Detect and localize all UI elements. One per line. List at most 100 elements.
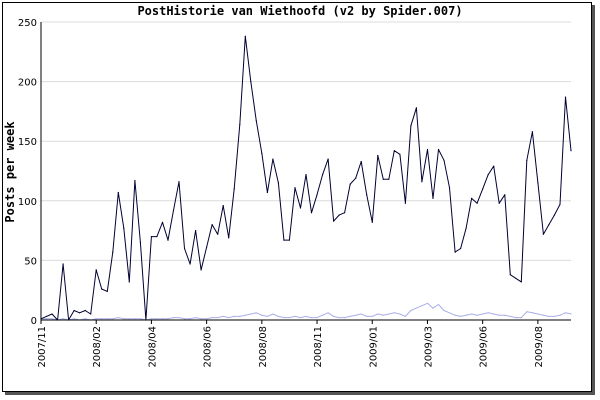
data-point-s0-79 bbox=[476, 202, 478, 204]
data-point-s1-46 bbox=[294, 315, 296, 317]
data-point-s1-42 bbox=[272, 313, 274, 315]
data-point-s0-87 bbox=[520, 281, 522, 283]
data-point-s0-84 bbox=[504, 194, 506, 196]
data-point-s1-58 bbox=[360, 313, 362, 315]
data-point-s0-76 bbox=[460, 247, 462, 250]
data-point-s1-14 bbox=[117, 317, 119, 319]
data-point-s1-2 bbox=[51, 318, 53, 320]
data-point-s1-75 bbox=[454, 314, 456, 316]
data-point-s0-17 bbox=[134, 179, 136, 182]
data-point-s1-71 bbox=[432, 307, 434, 309]
data-point-s1-53 bbox=[333, 315, 335, 317]
data-point-s1-57 bbox=[355, 314, 357, 316]
data-point-s1-21 bbox=[156, 318, 158, 320]
data-point-s1-91 bbox=[542, 314, 545, 316]
data-point-s1-33 bbox=[222, 315, 224, 317]
data-point-s0-43 bbox=[277, 182, 279, 184]
data-point-s1-34 bbox=[228, 317, 230, 319]
data-point-s0-45 bbox=[288, 239, 290, 241]
y-tick-label-0: 0 bbox=[31, 316, 37, 327]
data-point-s1-78 bbox=[471, 313, 473, 315]
data-point-s1-64 bbox=[393, 312, 395, 314]
data-point-s1-83 bbox=[498, 314, 500, 316]
data-point-s0-23 bbox=[167, 239, 169, 241]
series-group bbox=[40, 35, 572, 321]
data-point-s0-18 bbox=[139, 241, 141, 244]
data-point-s0-28 bbox=[195, 230, 197, 232]
data-point-s1-86 bbox=[515, 317, 517, 319]
data-point-s0-95 bbox=[564, 96, 567, 98]
data-point-s0-31 bbox=[211, 224, 213, 226]
data-point-s1-30 bbox=[206, 318, 208, 320]
data-point-s1-32 bbox=[217, 317, 219, 319]
data-point-s1-82 bbox=[493, 313, 495, 315]
data-point-s1-76 bbox=[460, 315, 462, 317]
data-point-s0-35 bbox=[233, 188, 235, 190]
data-point-s1-18 bbox=[139, 318, 141, 320]
data-point-s0-75 bbox=[454, 251, 456, 253]
data-point-s0-21 bbox=[156, 236, 158, 238]
data-point-s0-46 bbox=[294, 187, 296, 189]
data-point-s0-22 bbox=[161, 221, 164, 223]
data-point-s1-11 bbox=[101, 318, 103, 320]
data-point-s0-26 bbox=[183, 247, 186, 250]
data-point-s0-48 bbox=[305, 174, 307, 176]
data-point-s0-50 bbox=[316, 194, 318, 196]
data-point-s0-94 bbox=[559, 203, 561, 205]
x-tick-label-0: 2007/11 bbox=[37, 326, 48, 368]
data-point-s1-49 bbox=[310, 317, 313, 319]
data-point-s0-29 bbox=[200, 269, 202, 271]
x-tick-label-4: 2008/08 bbox=[258, 326, 269, 368]
data-point-s1-31 bbox=[211, 317, 213, 319]
data-point-s0-1 bbox=[45, 315, 48, 317]
data-point-s1-27 bbox=[189, 318, 191, 320]
x-tick-label-6: 2009/01 bbox=[368, 326, 379, 368]
data-point-s0-63 bbox=[388, 178, 390, 180]
data-point-s0-10 bbox=[95, 269, 97, 271]
data-point-s1-90 bbox=[537, 313, 539, 315]
y-tick-label-100: 100 bbox=[18, 197, 37, 208]
data-point-s1-92 bbox=[548, 315, 550, 317]
data-point-s0-73 bbox=[443, 159, 445, 161]
data-point-s1-81 bbox=[487, 312, 489, 314]
data-point-s0-32 bbox=[217, 233, 219, 235]
data-point-s0-89 bbox=[531, 131, 534, 133]
data-point-s1-63 bbox=[388, 313, 390, 315]
data-point-s0-85 bbox=[509, 274, 511, 276]
data-point-s0-69 bbox=[421, 181, 423, 183]
data-point-s0-71 bbox=[432, 197, 434, 199]
data-point-s0-67 bbox=[410, 125, 412, 127]
data-point-s0-90 bbox=[537, 182, 539, 184]
data-point-s0-91 bbox=[542, 233, 545, 235]
data-point-s0-44 bbox=[283, 239, 285, 241]
data-point-s0-58 bbox=[360, 160, 362, 163]
x-tick-label-3: 2008/06 bbox=[203, 326, 214, 368]
x-tick-label-8: 2009/06 bbox=[479, 326, 490, 368]
data-point-s1-4 bbox=[62, 318, 64, 320]
data-point-s1-44 bbox=[283, 317, 285, 319]
data-point-s1-25 bbox=[178, 317, 180, 319]
data-point-s1-51 bbox=[322, 314, 324, 316]
data-point-s1-87 bbox=[520, 317, 522, 319]
data-point-s0-13 bbox=[112, 251, 114, 253]
x-tick-labels: 2007/11 2008/02 2008/04 2008/06 2008/08 2008/… bbox=[37, 320, 545, 368]
data-point-s1-17 bbox=[134, 318, 136, 320]
data-point-s0-36 bbox=[239, 123, 241, 126]
data-point-s0-80 bbox=[482, 188, 484, 190]
data-point-s1-47 bbox=[299, 317, 302, 319]
data-point-s0-15 bbox=[123, 227, 125, 229]
data-point-s0-74 bbox=[448, 187, 451, 189]
data-point-s1-93 bbox=[553, 315, 556, 317]
y-tick-label-250: 250 bbox=[18, 18, 37, 29]
data-point-s1-23 bbox=[167, 318, 169, 320]
data-point-s0-37 bbox=[244, 35, 246, 37]
data-point-s1-8 bbox=[84, 318, 86, 320]
data-point-s0-27 bbox=[189, 263, 191, 265]
data-point-s1-55 bbox=[344, 317, 346, 319]
data-point-s0-39 bbox=[255, 120, 257, 122]
data-point-s1-13 bbox=[112, 318, 114, 320]
data-point-s0-11 bbox=[101, 288, 103, 290]
data-point-s1-12 bbox=[106, 318, 108, 320]
data-point-s0-47 bbox=[299, 207, 302, 209]
